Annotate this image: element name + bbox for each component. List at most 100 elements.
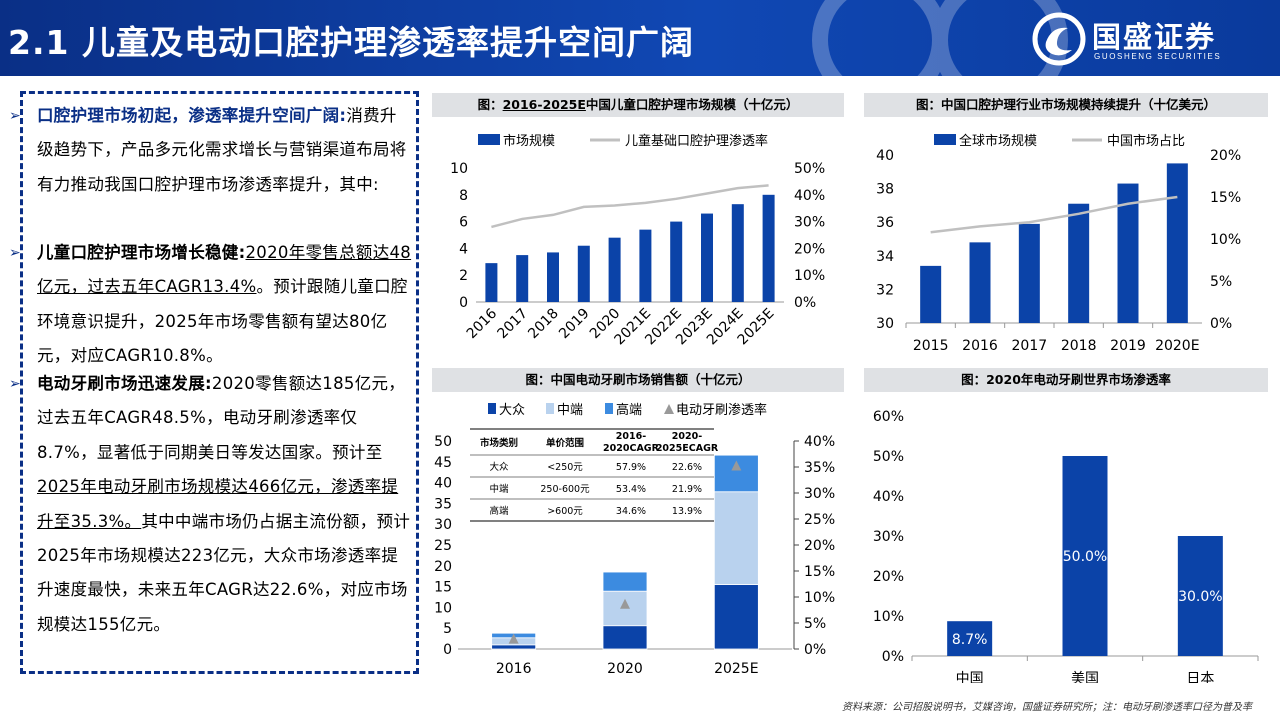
y2-tick-label: 20% <box>1210 148 1241 164</box>
chart-title-penetration: 图：2020年电动牙刷世界市场渗透率 <box>864 368 1268 392</box>
bar <box>670 221 683 302</box>
x-tick-label: 2020 <box>607 661 643 677</box>
bar <box>1177 536 1223 656</box>
paragraph-heading: 口腔护理市场初起，渗透率提升空间广阔: <box>37 106 347 125</box>
bar <box>1166 163 1188 323</box>
y2-tick-label: 20% <box>804 538 835 554</box>
legend-swatch <box>605 403 613 414</box>
y-tick-label: 10% <box>873 609 904 625</box>
y-tick-label: 30 <box>876 316 894 332</box>
page-title: 2.1 儿童及电动口腔护理渗透率提升空间广阔 <box>8 23 694 62</box>
stacked-bar-segment <box>491 644 537 650</box>
x-tick-label: 2016 <box>962 338 998 354</box>
y-tick-label: 50 <box>434 434 452 450</box>
paragraph-heading: 儿童口腔护理市场增长稳健: <box>37 243 246 262</box>
y2-tick-label: 30% <box>804 486 835 502</box>
y-tick-label: 0 <box>443 642 452 658</box>
legend-label: 儿童基础口腔护理渗透率 <box>625 133 768 149</box>
y-tick-label: 10 <box>434 600 452 616</box>
chart-global-market: 全球市场规模 中国市场占比 30 32 34 36 38 40 0% 5% 10% 15% 20% 201… <box>876 133 1241 354</box>
x-tick-label: 2020E <box>1155 338 1199 354</box>
bar <box>577 245 590 302</box>
x-tick-label: 2018 <box>1061 338 1097 354</box>
y-tick-label: 10 <box>450 161 468 177</box>
bar <box>731 204 744 302</box>
x-tick-label: 2016 <box>464 305 501 342</box>
x-tick-label: 中国 <box>956 671 984 683</box>
y-tick-label: 30 <box>434 517 452 533</box>
logo-name: 国盛证券 <box>1092 20 1217 54</box>
source-note: 资料来源：公司招股说明书，艾媒咨询，国盛证券研究所；注：电动牙刷渗透率口径为普及… <box>842 702 1252 713</box>
x-tick-label: 2025E <box>714 661 758 677</box>
legend-label: 全球市场规模 <box>959 133 1037 149</box>
table-cell: 57.9% <box>616 462 646 473</box>
chart-title-years: 2016-2025E <box>502 97 586 112</box>
x-tick-label: 2015 <box>913 338 949 354</box>
x-tick-label: 2017 <box>495 306 532 343</box>
line-series <box>930 195 1178 234</box>
x-tick-label: 2017 <box>1012 338 1048 354</box>
chart-title-prefix: 图： <box>525 372 551 387</box>
chart-kids-market: 市场规模 儿童基础口腔护理渗透率 0 2 4 6 8 10 0% 10% 20% 30% 40% 50% 2… <box>450 133 825 348</box>
y2-tick-label: 0% <box>794 295 816 311</box>
table-cell: 22.6% <box>672 462 702 473</box>
paragraph-highlight: 2025年电动牙刷市场规模达466亿元，渗透率提升至35.3%。 <box>37 477 399 531</box>
y2-tick-label: 35% <box>804 460 835 476</box>
chart-title-text: 中国电动牙刷市场销售额（十亿元） <box>550 372 751 387</box>
bar <box>1117 183 1139 323</box>
x-tick-label: 日本 <box>1186 671 1214 683</box>
bar <box>1018 223 1040 323</box>
y2-tick-label: 10% <box>804 590 835 606</box>
legend-marker-swatch <box>664 404 674 414</box>
bar <box>485 263 498 302</box>
y-tick-label: 0% <box>882 649 904 665</box>
paragraph-heading: 电动牙刷市场迅速发展: <box>37 374 212 393</box>
x-tick-label: 美国 <box>1071 671 1099 683</box>
paragraph-market-overview: ➢ 口腔护理市场初起，渗透率提升空间广阔:消费升级趋势下，产品多元化需求增长与营… <box>9 99 413 202</box>
legend-label: 市场规模 <box>503 133 555 149</box>
y-tick-label: 40 <box>876 148 894 164</box>
chart-title-global-market: 图：中国口腔护理行业市场规模持续提升（十亿美元） <box>864 93 1268 117</box>
y2-tick-label: 20% <box>794 241 825 257</box>
table-cell: 大众 <box>489 461 509 473</box>
bar <box>969 242 991 323</box>
table-header-cell: 市场类别 <box>480 437 518 449</box>
bar <box>1062 456 1108 656</box>
table-header-cell: 2020CAGR <box>603 443 660 454</box>
paragraph-body: 消费升级趋势下，产品多元化需求增长与营销渠道布局将有力推动我国口腔护理市场渗透率… <box>37 106 407 194</box>
paragraph-body: 2020零售额达185亿元，过去五年CAGR48.5%，电动牙刷渗透率仅8.7%… <box>37 374 406 462</box>
y-tick-label: 50% <box>873 449 904 465</box>
y2-tick-label: 40% <box>794 188 825 204</box>
y2-tick-label: 30% <box>794 215 825 231</box>
penetration-marker <box>731 460 742 471</box>
y2-tick-label: 10% <box>1210 232 1241 248</box>
table-header-cell: 2016- <box>616 431 646 442</box>
x-tick-label: 2018 <box>525 306 562 343</box>
bar <box>547 252 559 302</box>
y-tick-label: 40 <box>434 476 452 492</box>
y-tick-label: 20 <box>434 559 452 575</box>
table-cell: >600元 <box>547 506 583 517</box>
legend-label: 电动牙刷渗透率 <box>676 402 767 418</box>
y2-tick-label: 0% <box>1210 316 1232 332</box>
table-cell: 250-600元 <box>540 484 590 495</box>
y2-tick-label: 0% <box>804 642 826 658</box>
chart-title-prefix: 图： <box>915 97 941 112</box>
bar <box>701 213 713 302</box>
y-tick-label: 36 <box>876 215 894 231</box>
chart-title-toothbrush-sales: 图：中国电动牙刷市场销售额（十亿元） <box>432 368 844 392</box>
y-tick-label: 40% <box>873 489 904 505</box>
y-tick-label: 32 <box>876 282 894 298</box>
bullet-arrow-icon: ➢ <box>9 376 22 392</box>
y-tick-label: 0 <box>459 295 468 311</box>
paragraph-body: 其中中端市场仍占据主流份额，预计2025年市场规模达223亿元，大众市场渗透率提… <box>37 511 411 634</box>
y-tick-label: 60% <box>873 409 904 425</box>
y-tick-label: 15 <box>434 580 452 596</box>
paragraph-highlight: 2020年零售总额达48亿元，过去五年CAGR13.4% <box>37 243 412 297</box>
legend-swatch <box>546 403 554 414</box>
data-label: 50.0% <box>1063 549 1107 565</box>
y-tick-label: 35 <box>434 496 452 512</box>
data-label: 8.7% <box>952 632 988 648</box>
chart-title-text: 中国儿童口腔护理市场规模（十亿元） <box>585 97 799 112</box>
stacked-bar-segment <box>602 625 648 650</box>
